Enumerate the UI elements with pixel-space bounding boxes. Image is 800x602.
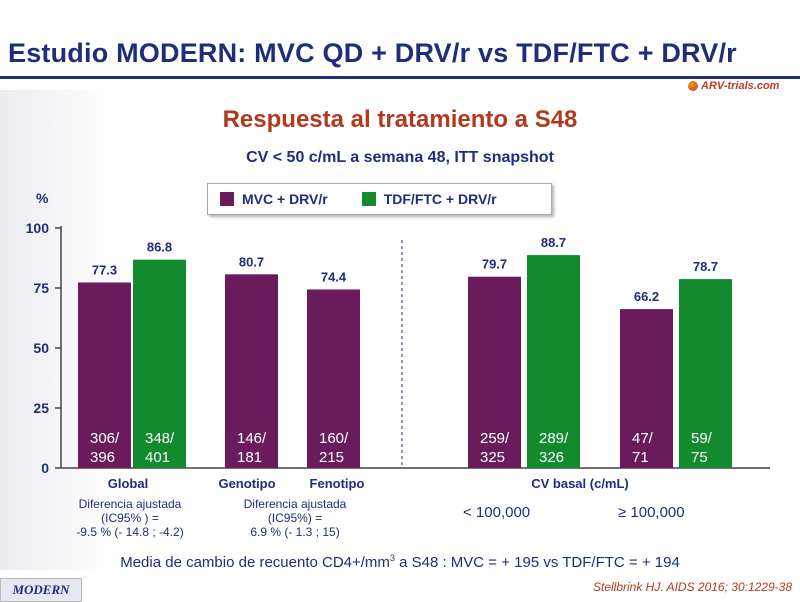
geno-note-line1: Diferencia ajustada [243, 497, 347, 511]
cv-lt-100000-label: < 100,000 [463, 504, 531, 521]
legend-label-mvc: MVC + DRV/r [242, 191, 328, 207]
cd4-change-note: Media de cambio de recuento CD4+/mm3 a S… [0, 553, 800, 571]
bar-value-label: 77.3 [92, 262, 117, 277]
bar [620, 309, 673, 468]
bar-count-denominator: 326 [539, 449, 564, 466]
bar-count-denominator: 396 [90, 449, 115, 466]
category-fenotipo: Fenotipo [309, 476, 365, 491]
bar-value-label: 79.7 [482, 257, 507, 272]
logo-icon [688, 81, 698, 91]
bar-value-label: 66.2 [634, 289, 659, 304]
y-tick-label: 0 [41, 460, 49, 476]
cv-ge-100000-label: ≥ 100,000 [618, 504, 685, 521]
y-axis-unit: % [36, 190, 49, 206]
legend-swatch-mvc [220, 192, 234, 206]
citation: Stellbrink HJ. AIDS 2016; 30:1229-38 [592, 580, 792, 594]
bar [307, 289, 360, 468]
arv-trials-logo: ARV-trials.com [688, 80, 779, 92]
chart-subtitle: CV < 50 c/mL a semana 48, ITT snapshot [246, 149, 554, 166]
bar-count-numerator: 289/ [539, 430, 569, 447]
global-note-line1: Diferencia ajustada [78, 497, 182, 511]
cd4-text-a: Media de cambio de recuento CD4+/mm [120, 554, 390, 571]
bar-value-label: 80.7 [239, 254, 264, 269]
cd4-text-b: a S48 : MVC = + 195 vs TDF/FTC = + 194 [394, 554, 680, 571]
y-tick-label: 50 [33, 340, 49, 356]
bar [78, 282, 131, 468]
global-adjusted-difference: Diferencia ajustada (IC95% ) = -9.5 % (-… [50, 497, 210, 539]
bar-count-numerator: 59/ [691, 430, 713, 447]
global-note-line3: -9.5 % (- 14.8 ; -4.2) [76, 525, 184, 539]
y-tick-label: 25 [33, 400, 49, 416]
cd4-superscript: 3 [389, 553, 395, 563]
legend-swatch-tdf [361, 192, 376, 206]
bar-count-numerator: 348/ [145, 430, 175, 447]
bar-value-label: 86.8 [147, 240, 172, 255]
bar-count-numerator: 259/ [480, 430, 510, 447]
bar-count-denominator: 75 [691, 449, 708, 466]
bar-count-numerator: 160/ [319, 430, 349, 447]
logo-text: ARV-trials.com [701, 80, 780, 92]
category-cv-basal: CV basal (c/mL) [531, 476, 629, 491]
bar [133, 259, 186, 468]
y-tick-label: 100 [26, 220, 50, 236]
bar-count-denominator: 71 [632, 449, 649, 466]
chart-title: Respuesta al tratamiento a S48 [222, 106, 578, 133]
bar [527, 255, 580, 468]
bar [679, 279, 732, 468]
bar-count-denominator: 181 [237, 449, 262, 466]
bar-value-label: 78.7 [693, 259, 718, 274]
study-footer-tag: MODERN [0, 578, 82, 602]
bar [225, 274, 278, 468]
bar-count-numerator: 306/ [90, 430, 120, 447]
global-note-line2: (IC95% ) = [101, 511, 159, 525]
bar-count-numerator: 146/ [237, 430, 267, 447]
bar-count-numerator: 47/ [632, 430, 654, 447]
bar-value-label: 88.7 [541, 235, 566, 250]
bar [468, 276, 521, 468]
category-global: Global [107, 476, 149, 491]
genotipo-adjusted-difference: Diferencia ajustada (IC95%) = 6.9 % (- 1… [215, 497, 375, 539]
bar-count-denominator: 401 [145, 449, 170, 466]
bar-value-label: 74.4 [321, 269, 347, 284]
title-divider [0, 76, 800, 79]
bar-count-denominator: 215 [319, 449, 344, 466]
legend-label-tdf: TDF/FTC + DRV/r [383, 191, 497, 207]
geno-note-line3: 6.9 % (- 1.3 ; 15) [250, 525, 340, 539]
page-title: Estudio MODERN: MVC QD + DRV/r vs TDF/FT… [8, 38, 737, 68]
y-tick-label: 75 [33, 280, 49, 296]
bar-count-denominator: 325 [480, 449, 505, 466]
geno-note-line2: (IC95%) = [267, 511, 323, 525]
chart-legend: MVC + DRV/r TDF/FTC + DRV/r [207, 183, 552, 215]
category-genotipo: Genotipo [218, 476, 276, 491]
